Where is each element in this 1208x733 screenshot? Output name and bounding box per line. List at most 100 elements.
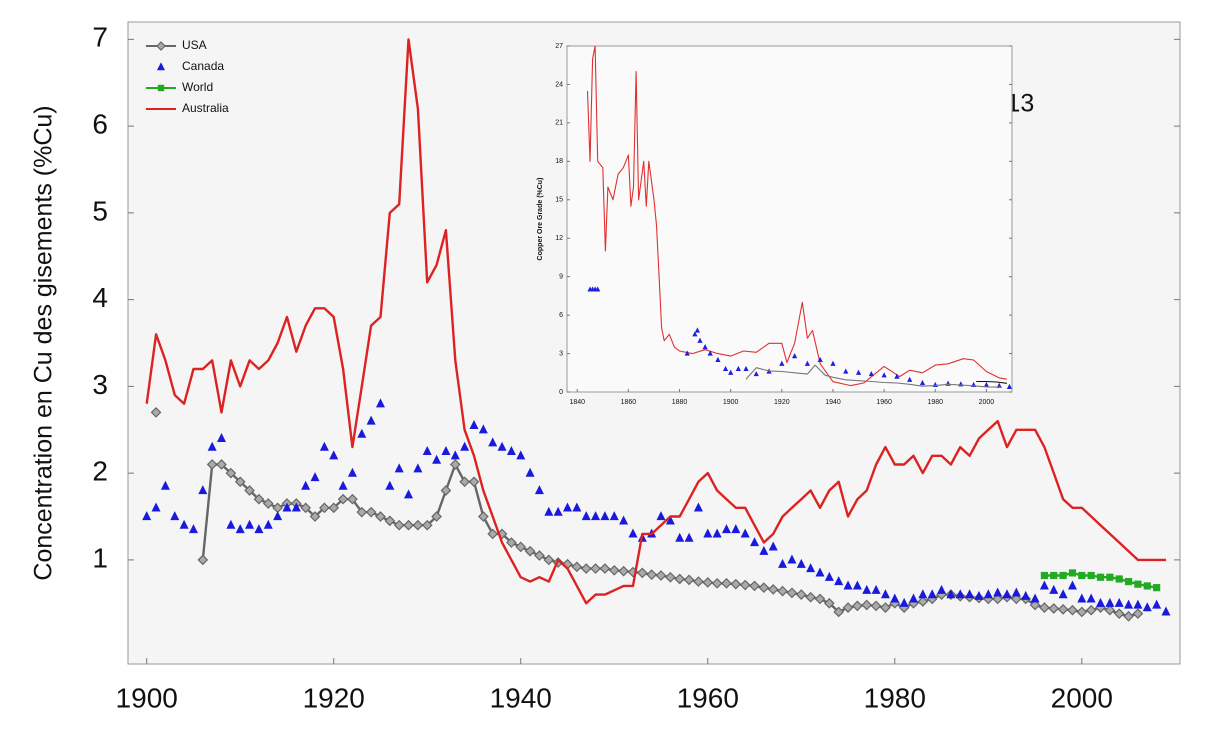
marker <box>899 597 909 607</box>
marker <box>595 286 601 292</box>
marker <box>1058 589 1068 599</box>
marker <box>1067 604 1078 616</box>
marker <box>628 528 638 538</box>
marker <box>1050 571 1058 580</box>
marker <box>692 331 698 337</box>
marker <box>572 502 582 512</box>
marker <box>880 589 890 599</box>
marker <box>833 606 845 618</box>
marker <box>273 511 283 521</box>
marker <box>608 564 620 576</box>
marker <box>1104 604 1116 616</box>
marker <box>375 511 386 522</box>
marker <box>301 480 311 490</box>
marker <box>759 545 769 555</box>
series-line <box>976 380 1007 384</box>
marker <box>1134 580 1142 588</box>
marker <box>609 511 619 521</box>
marker <box>394 463 404 473</box>
marker <box>157 84 165 92</box>
y-tick-label: 6 <box>559 312 563 319</box>
marker <box>357 428 367 438</box>
marker <box>1059 571 1067 580</box>
marker <box>366 415 376 425</box>
marker <box>804 360 811 366</box>
marker <box>1006 383 1012 389</box>
marker <box>817 356 823 363</box>
marker <box>1048 603 1060 614</box>
marker <box>703 528 713 538</box>
marker <box>656 511 666 521</box>
marker <box>262 498 274 509</box>
marker <box>1106 573 1114 581</box>
marker <box>477 511 489 522</box>
marker <box>674 573 686 585</box>
marker <box>157 62 165 71</box>
y-tick-label: 4 <box>92 282 108 313</box>
marker <box>1057 603 1069 615</box>
marker <box>1030 593 1040 603</box>
marker <box>824 571 834 581</box>
marker <box>711 577 723 589</box>
marker <box>855 369 862 375</box>
y-tick-label: 24 <box>555 81 563 88</box>
x-tick-label: 1840 <box>569 399 585 406</box>
marker <box>580 563 592 574</box>
x-tick-label: 1980 <box>864 682 926 713</box>
x-tick-label: 1880 <box>672 399 688 406</box>
marker <box>739 579 751 591</box>
marker <box>750 537 760 547</box>
marker <box>983 589 993 599</box>
marker <box>917 596 929 607</box>
marker <box>1086 593 1096 603</box>
marker <box>1114 597 1124 607</box>
marker <box>907 376 913 382</box>
series-line <box>586 46 1007 387</box>
marker <box>160 480 170 490</box>
marker <box>525 467 535 477</box>
marker <box>403 519 414 531</box>
marker <box>440 485 452 496</box>
marker <box>459 476 470 488</box>
marker <box>506 446 516 456</box>
marker <box>226 519 236 529</box>
marker <box>1040 571 1049 580</box>
y-tick-label: 12 <box>555 235 563 242</box>
marker <box>291 502 301 512</box>
marker <box>1115 575 1123 583</box>
marker <box>328 502 340 514</box>
marker <box>683 574 695 586</box>
marker <box>263 519 273 529</box>
marker <box>1076 606 1088 618</box>
marker <box>1143 582 1151 590</box>
marker <box>721 577 732 589</box>
marker <box>1161 606 1171 616</box>
series-line <box>745 364 1002 388</box>
y-tick-label: 18 <box>555 158 563 165</box>
marker <box>722 365 729 372</box>
marker <box>675 532 685 542</box>
marker <box>393 519 405 531</box>
marker <box>740 528 750 538</box>
marker <box>694 327 701 333</box>
marker <box>728 369 734 375</box>
marker <box>234 476 246 488</box>
marker <box>422 446 432 456</box>
marker <box>404 489 414 499</box>
marker <box>1011 587 1021 597</box>
marker <box>937 584 947 594</box>
marker <box>1113 608 1125 620</box>
marker <box>347 493 358 505</box>
marker <box>1068 569 1077 577</box>
marker <box>983 381 990 388</box>
marker <box>777 585 788 597</box>
marker <box>206 459 218 470</box>
x-tick-label: 1900 <box>116 682 178 713</box>
marker <box>890 593 900 603</box>
marker <box>731 524 741 534</box>
marker <box>1002 589 1012 599</box>
marker <box>179 519 189 529</box>
marker <box>198 485 208 495</box>
marker <box>1123 610 1134 622</box>
